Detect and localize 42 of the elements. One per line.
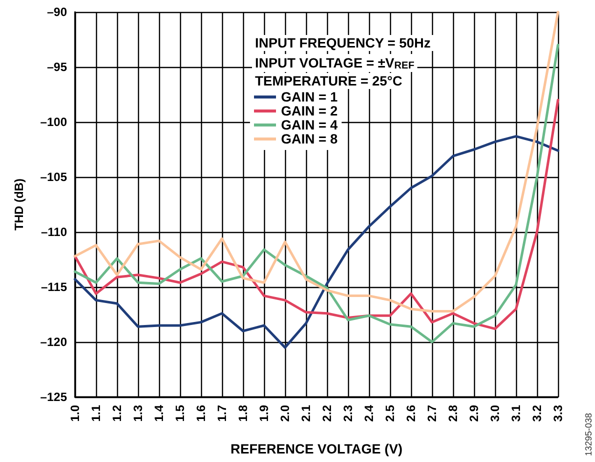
legend-label: GAIN = 4 <box>281 118 338 132</box>
legend-label: GAIN = 8 <box>281 132 338 146</box>
x-tick-label: 1.1 <box>89 404 103 422</box>
x-tick-label: 3.1 <box>509 404 523 422</box>
x-tick-label: 1.3 <box>131 404 145 422</box>
y-tick-label: –110 <box>40 225 68 239</box>
y-tick-label: –90 <box>46 5 68 19</box>
y-tick-label: –120 <box>40 335 68 349</box>
y-axis-title: THD (dB) <box>12 178 26 230</box>
line-series <box>74 135 560 349</box>
x-tick-label: 3.0 <box>488 404 502 422</box>
y-tick-label: –100 <box>40 115 68 129</box>
x-tick-label: 1.0 <box>68 404 82 422</box>
y-tick-label: –95 <box>46 60 68 74</box>
x-tick-label: 1.2 <box>110 404 124 422</box>
x-tick-label: 2.7 <box>425 404 439 422</box>
x-tick-label: 2.0 <box>278 404 292 422</box>
x-tick-label: 2.5 <box>383 404 397 422</box>
x-tick-label: 1.8 <box>236 404 250 422</box>
x-tick-label: 2.4 <box>362 404 376 422</box>
x-tick-label: 1.7 <box>215 404 229 422</box>
y-tick-label: –115 <box>40 280 68 294</box>
x-tick-label: 3.3 <box>551 404 565 422</box>
legend-label: GAIN = 1 <box>281 90 338 104</box>
y-tick-label: –125 <box>40 390 68 404</box>
x-tick-label: 1.4 <box>152 404 166 422</box>
x-tick-label: 1.5 <box>173 404 187 422</box>
annotation: TEMPERATURE = 25°C <box>255 74 403 88</box>
y-tick-label: –105 <box>40 170 68 184</box>
x-tick-label: 3.2 <box>530 404 544 422</box>
x-tick-label: 2.9 <box>467 404 481 422</box>
x-tick-label: 2.8 <box>446 404 460 422</box>
legend-label: GAIN = 2 <box>281 104 338 118</box>
x-tick-label: 2.1 <box>299 404 313 422</box>
x-tick-label: 1.6 <box>194 404 208 422</box>
x-tick-label: 1.9 <box>257 404 271 422</box>
x-tick-label: 2.2 <box>320 404 334 422</box>
text: 13295-038 <box>584 412 594 456</box>
annotation: INPUT FREQUENCY = 50Hz <box>255 36 431 50</box>
x-tick-label: 2.6 <box>404 404 418 422</box>
x-tick-label: 2.3 <box>341 404 355 422</box>
x-axis-title: REFERENCE VOLTAGE (V) <box>230 442 403 456</box>
